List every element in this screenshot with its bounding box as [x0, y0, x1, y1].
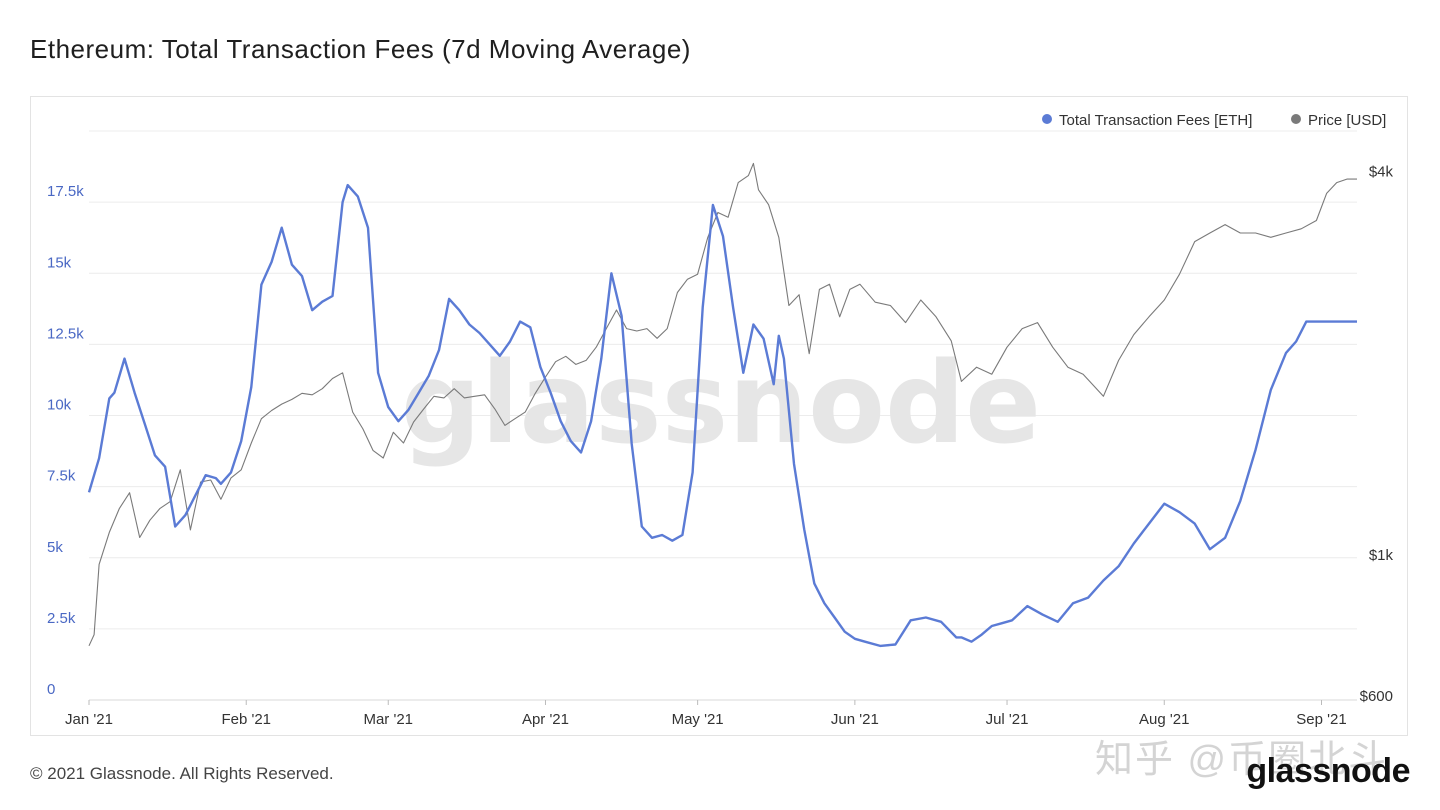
x-tick-label: Sep '21: [1296, 711, 1346, 728]
legend-fees-label[interactable]: Total Transaction Fees [ETH]: [1059, 112, 1252, 129]
brand-logo: glassnode: [1246, 752, 1410, 790]
left-axis-ticks: 0 2.5k 5k 7.5k 10k 12.5k 15k 17.5k: [47, 183, 84, 698]
right-axis-ticks: $600 $1k $4k: [1360, 164, 1394, 705]
right-tick-label: $4k: [1369, 164, 1394, 181]
series-lines: [87, 162, 1357, 648]
x-tick-label: Mar '21: [363, 711, 413, 728]
right-tick-label: $600: [1360, 688, 1393, 705]
left-tick-label: 2.5k: [47, 610, 76, 627]
legend-price-label[interactable]: Price [USD]: [1308, 112, 1386, 129]
x-tick-label: Feb '21: [221, 711, 271, 728]
left-tick-label: 7.5k: [47, 468, 76, 485]
left-tick-label: 5k: [47, 539, 63, 556]
chart-frame: glassnode 0 2.5k 5k 7.5k 10k 12.5k 15k 17.5k $6…: [30, 96, 1408, 736]
legend-price-marker: [1291, 114, 1301, 124]
chart-title: Ethereum: Total Transaction Fees (7d Mov…: [30, 34, 691, 64]
x-tick-label: Aug '21: [1139, 711, 1189, 728]
price-series-line: [88, 162, 1357, 647]
chart-svg: glassnode 0 2.5k 5k 7.5k 10k 12.5k 15k 17.5k $6…: [47, 112, 1394, 728]
right-tick-label: $1k: [1369, 547, 1394, 564]
x-tick-label: Jun '21: [831, 711, 879, 728]
left-tick-label: 10k: [47, 397, 72, 414]
overlay-watermark: 知乎 @币圈北斗: [1095, 739, 1389, 781]
legend-fees-marker: [1042, 114, 1052, 124]
x-tick-label: Jan '21: [65, 711, 113, 728]
x-tick-label: May '21: [672, 711, 724, 728]
legend: Total Transaction Fees [ETH] Price [USD]: [1042, 112, 1386, 129]
copyright-footer: © 2021 Glassnode. All Rights Reserved.: [30, 764, 334, 783]
left-tick-label: 12.5k: [47, 325, 84, 342]
grid-lines: [89, 130, 1357, 701]
fees-series-line: [87, 183, 1357, 648]
x-axis-ticks: Jan '21 Feb '21 Mar '21 Apr '21 May '21 Jun '…: [65, 700, 1347, 728]
x-tick-label: Jul '21: [986, 711, 1029, 728]
x-tick-label: Apr '21: [522, 711, 569, 728]
left-tick-label: 17.5k: [47, 183, 84, 200]
left-tick-label: 15k: [47, 254, 72, 271]
left-tick-label: 0: [47, 681, 55, 698]
chart-watermark: glassnode: [401, 339, 1041, 469]
